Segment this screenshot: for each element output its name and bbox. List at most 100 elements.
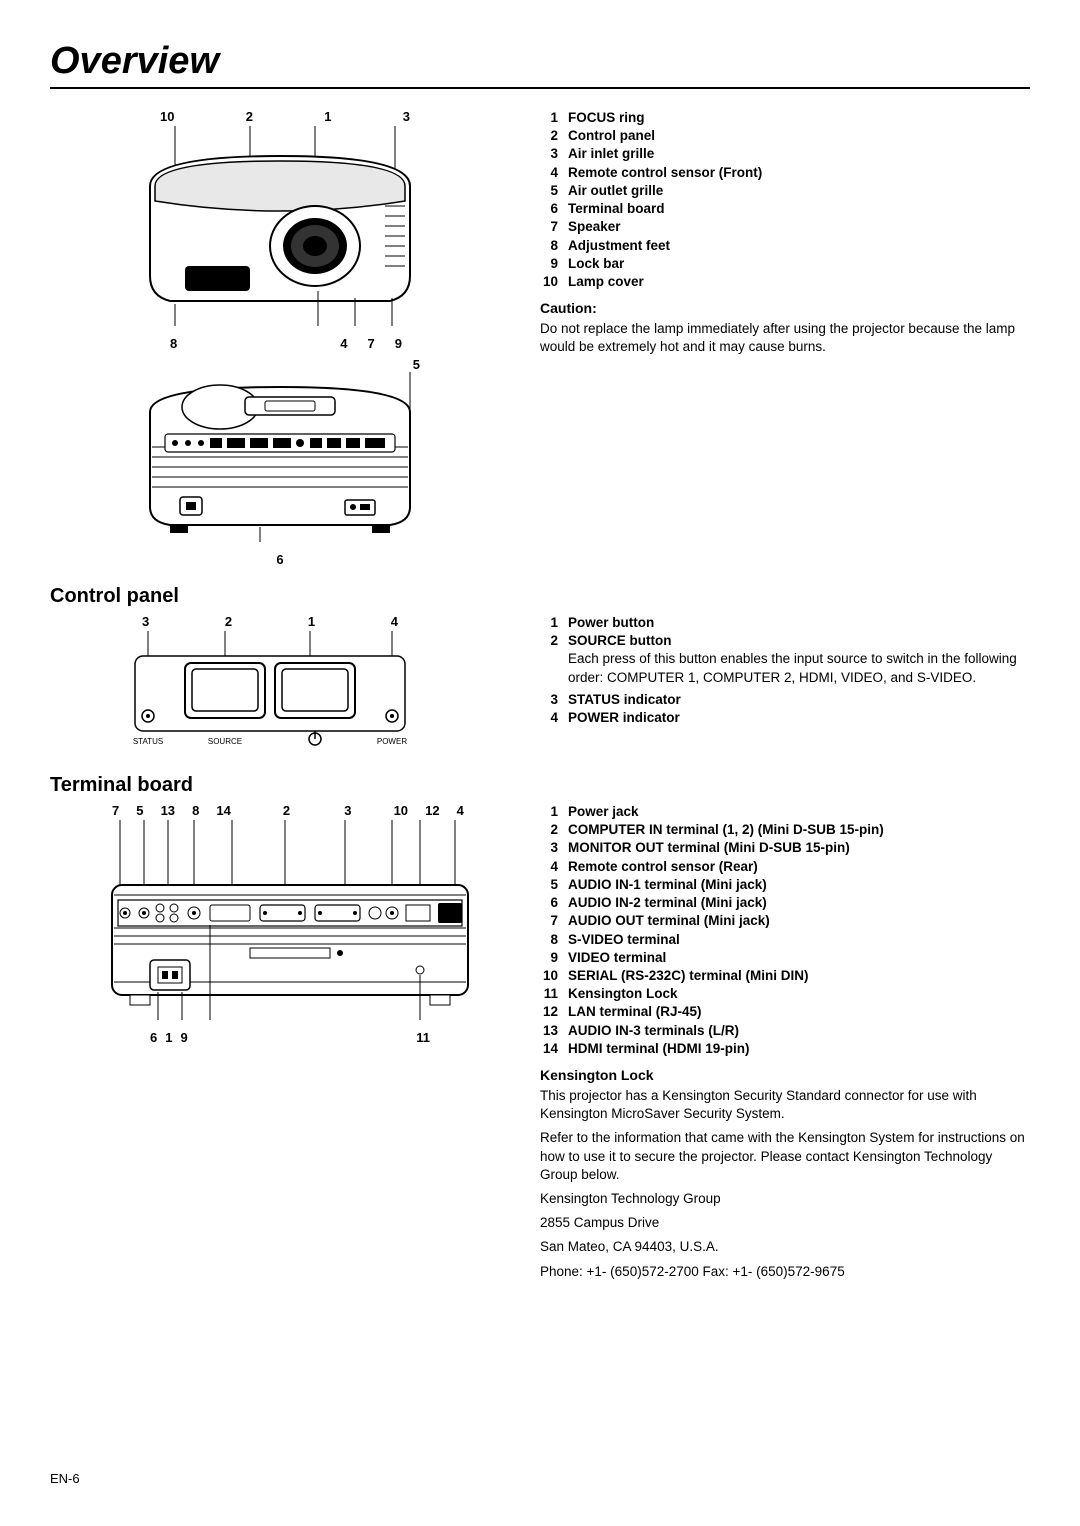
- legend-num: 2: [540, 127, 558, 145]
- legend-num: 2: [540, 632, 558, 650]
- legend-num: 4: [540, 858, 558, 876]
- legend-text: AUDIO IN-1 terminal (Mini jack): [568, 876, 1030, 894]
- status-label: STATUS: [133, 737, 163, 746]
- callout: 4: [391, 614, 398, 629]
- page-title: Overview: [50, 40, 1030, 89]
- callout: 2: [283, 803, 290, 818]
- legend-num: 1: [540, 803, 558, 821]
- legend-num: 7: [540, 912, 558, 930]
- kensington-addr: 2855 Campus Drive: [540, 1214, 1030, 1232]
- legend-num: 10: [540, 967, 558, 985]
- legend-text: Kensington Lock: [568, 985, 1030, 1003]
- kensington-p2: Refer to the information that came with …: [540, 1129, 1030, 1184]
- legend-num: 5: [540, 876, 558, 894]
- callout: 6: [150, 1030, 157, 1045]
- callout: 14: [216, 803, 230, 818]
- callout: 5: [136, 803, 143, 818]
- legend-text: Control panel: [568, 127, 1030, 145]
- legend-text: Lamp cover: [568, 273, 1030, 291]
- control-panel-diagram: STATUS SOURCE POWER: [130, 631, 410, 746]
- overview-section: 10 2 1 3: [50, 109, 1030, 567]
- callout: 8: [170, 336, 177, 351]
- control-panel-legend2: 3 STATUS indicator 4 POWER indicator: [540, 691, 1030, 727]
- legend-text: Remote control sensor (Front): [568, 164, 1030, 182]
- callout: 2: [246, 109, 253, 124]
- legend-num: 11: [540, 985, 558, 1003]
- legend-text: SERIAL (RS-232C) terminal (Mini DIN): [568, 967, 1030, 985]
- legend-num: 2: [540, 821, 558, 839]
- control-panel-heading: Control panel: [50, 585, 1030, 608]
- terminal-board-section: 7 5 13 8 14 2 3 10 12 4: [50, 803, 1030, 1287]
- legend-num: 7: [540, 218, 558, 236]
- legend-text: SOURCE button: [568, 632, 1030, 650]
- callout: 1: [324, 109, 331, 124]
- kensington-p1: This projector has a Kensington Security…: [540, 1087, 1030, 1123]
- legend-num: 1: [540, 109, 558, 127]
- callout: 5: [130, 357, 430, 372]
- legend-num: 6: [540, 200, 558, 218]
- kensington-addr: San Mateo, CA 94403, U.S.A.: [540, 1238, 1030, 1256]
- legend-text: COMPUTER IN terminal (1, 2) (Mini D-SUB …: [568, 821, 1030, 839]
- callout: 3: [142, 614, 149, 629]
- callout: 1: [165, 1030, 172, 1045]
- callout: 12: [425, 803, 439, 818]
- projector-front-diagram: [130, 126, 430, 326]
- power-label: POWER: [377, 737, 407, 746]
- callout: 4: [340, 336, 347, 351]
- callout: 13: [161, 803, 175, 818]
- legend-text: Adjustment feet: [568, 237, 1030, 255]
- legend-num: 10: [540, 273, 558, 291]
- legend-num: 3: [540, 839, 558, 857]
- legend-num: 4: [540, 164, 558, 182]
- legend-num: 4: [540, 709, 558, 727]
- callout: 10: [160, 109, 174, 124]
- callout: 11: [416, 1030, 430, 1045]
- legend-num: 3: [540, 691, 558, 709]
- control-panel-legend: 1 Power button 2 SOURCE button: [540, 614, 1030, 650]
- legend-text: LAN terminal (RJ-45): [568, 1003, 1030, 1021]
- legend-num: 8: [540, 237, 558, 255]
- legend-text: Speaker: [568, 218, 1030, 236]
- legend-text: STATUS indicator: [568, 691, 1030, 709]
- kensington-addr: Kensington Technology Group: [540, 1190, 1030, 1208]
- legend-num: 9: [540, 255, 558, 273]
- callout: 4: [457, 803, 464, 818]
- kensington-phone: Phone: +1- (650)572-2700 Fax: +1- (650)5…: [540, 1263, 1030, 1281]
- caution-text: Do not replace the lamp immediately afte…: [540, 320, 1030, 356]
- caution-heading: Caution:: [540, 299, 1030, 318]
- kensington-heading: Kensington Lock: [540, 1066, 1030, 1085]
- legend-num: 1: [540, 614, 558, 632]
- legend-num: 13: [540, 1022, 558, 1040]
- callout: 8: [192, 803, 199, 818]
- terminal-board-heading: Terminal board: [50, 774, 1030, 797]
- legend-text: HDMI terminal (HDMI 19-pin): [568, 1040, 1030, 1058]
- callout: 7: [112, 803, 119, 818]
- source-label: SOURCE: [208, 737, 242, 746]
- legend-text: S-VIDEO terminal: [568, 931, 1030, 949]
- callout: 3: [403, 109, 410, 124]
- legend-num: 9: [540, 949, 558, 967]
- callout: 9: [395, 336, 402, 351]
- legend-text: Terminal board: [568, 200, 1030, 218]
- legend-text: POWER indicator: [568, 709, 1030, 727]
- projector-rear-diagram: [130, 372, 430, 542]
- callout: 1: [308, 614, 315, 629]
- callout: 9: [180, 1030, 187, 1045]
- legend-text: Lock bar: [568, 255, 1030, 273]
- legend-text: Remote control sensor (Rear): [568, 858, 1030, 876]
- callout: 2: [225, 614, 232, 629]
- legend-num: 6: [540, 894, 558, 912]
- overview-legend: 1FOCUS ring 2Control panel 3Air inlet gr…: [540, 109, 1030, 291]
- legend-text: MONITOR OUT terminal (Mini D-SUB 15-pin): [568, 839, 1030, 857]
- legend-text: Power jack: [568, 803, 1030, 821]
- legend-text: Power button: [568, 614, 1030, 632]
- page-number: EN-6: [50, 1471, 80, 1486]
- legend-num: 3: [540, 145, 558, 163]
- control-panel-section: 3 2 1 4: [50, 614, 1030, 756]
- callout: 6: [130, 552, 430, 567]
- legend-num: 5: [540, 182, 558, 200]
- legend-text: Air outlet grille: [568, 182, 1030, 200]
- legend-num: 12: [540, 1003, 558, 1021]
- legend-text: VIDEO terminal: [568, 949, 1030, 967]
- callout: 3: [344, 803, 351, 818]
